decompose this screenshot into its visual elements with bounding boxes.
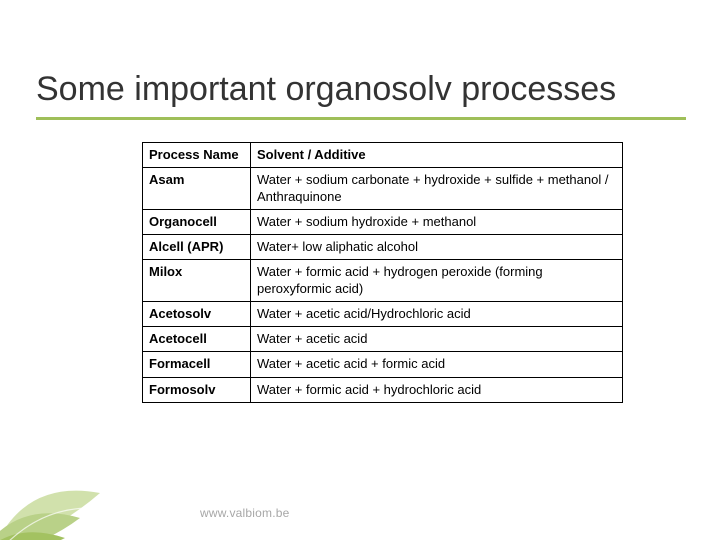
slide: Some important organosolv processes Proc… [0, 0, 720, 540]
cell-solvent: Water + sodium hydroxide + methanol [251, 209, 623, 234]
table-row: Formosolv Water + formic acid + hydrochl… [143, 377, 623, 402]
cell-solvent: Water + acetic acid [251, 327, 623, 352]
cell-solvent: Water + acetic acid/Hydrochloric acid [251, 301, 623, 326]
table-header-row: Process Name Solvent / Additive [143, 143, 623, 168]
cell-process-name: Organocell [143, 209, 251, 234]
cell-process-name: Formosolv [143, 377, 251, 402]
cell-solvent: Water + sodium carbonate + hydroxide + s… [251, 168, 623, 210]
title-block: Some important organosolv processes [36, 70, 686, 120]
cell-solvent: Water + formic acid + hydrochloric acid [251, 377, 623, 402]
table-row: Acetosolv Water + acetic acid/Hydrochlor… [143, 301, 623, 326]
cell-solvent: Water + acetic acid + formic acid [251, 352, 623, 377]
title-underline [36, 117, 686, 120]
col-header-solvent: Solvent / Additive [251, 143, 623, 168]
cell-process-name: Alcell (APR) [143, 235, 251, 260]
table-row: Acetocell Water + acetic acid [143, 327, 623, 352]
table-row: Alcell (APR) Water+ low aliphatic alcoho… [143, 235, 623, 260]
cell-solvent: Water + formic acid + hydrogen peroxide … [251, 260, 623, 302]
footer-url: www.valbiom.be [200, 506, 290, 520]
page-title: Some important organosolv processes [36, 70, 686, 115]
cell-process-name: Acetocell [143, 327, 251, 352]
table-row: Asam Water + sodium carbonate + hydroxid… [143, 168, 623, 210]
leaf-decoration-icon [0, 438, 180, 540]
cell-process-name: Formacell [143, 352, 251, 377]
process-table: Process Name Solvent / Additive Asam Wat… [142, 142, 623, 403]
table-row: Formacell Water + acetic acid + formic a… [143, 352, 623, 377]
col-header-process-name: Process Name [143, 143, 251, 168]
cell-process-name: Milox [143, 260, 251, 302]
cell-solvent: Water+ low aliphatic alcohol [251, 235, 623, 260]
cell-process-name: Asam [143, 168, 251, 210]
cell-process-name: Acetosolv [143, 301, 251, 326]
table-row: Milox Water + formic acid + hydrogen per… [143, 260, 623, 302]
table-row: Organocell Water + sodium hydroxide + me… [143, 209, 623, 234]
